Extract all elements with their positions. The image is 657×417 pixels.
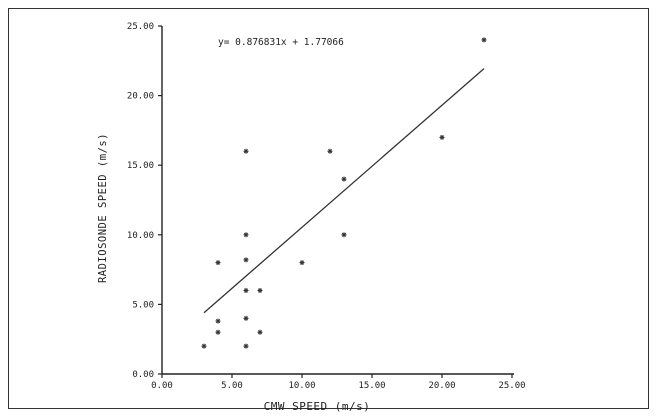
data-point	[243, 148, 249, 154]
data-point	[215, 260, 221, 266]
data-point	[341, 176, 347, 182]
x-tick-label: 15.00	[358, 381, 385, 391]
x-ticks: 0.00 5.00 10.00 15.00 20.00 25.00	[151, 374, 526, 391]
y-tick-label: 20.00	[127, 92, 154, 102]
y-axis-label: RADIOSONDE SPEED (m/s)	[97, 133, 109, 283]
x-tick-label: 5.00	[221, 381, 243, 391]
data-point	[257, 329, 263, 335]
data-point	[243, 232, 249, 238]
y-tick-label: 5.00	[132, 300, 154, 310]
data-points	[201, 37, 487, 349]
y-tick-label: 25.00	[127, 22, 154, 32]
data-point	[327, 148, 333, 154]
y-tick-label: 10.00	[127, 231, 154, 241]
x-tick-label: 10.00	[288, 381, 315, 391]
fit-line	[203, 68, 485, 314]
x-axis-label: CMW SPEED (m/s)	[264, 400, 371, 413]
data-point	[439, 134, 445, 140]
data-point	[481, 37, 487, 43]
data-point	[215, 329, 221, 335]
data-point	[243, 257, 249, 263]
x-tick-label: 0.00	[151, 381, 173, 391]
axes	[161, 26, 514, 375]
chart-frame	[8, 8, 649, 409]
x-tick-label: 25.00	[498, 381, 525, 391]
data-point	[201, 343, 207, 349]
data-point	[257, 287, 263, 293]
data-point	[299, 260, 305, 266]
data-point	[341, 232, 347, 238]
data-point	[243, 315, 249, 321]
data-point	[243, 343, 249, 349]
y-tick-label: 15.00	[127, 161, 154, 171]
x-tick-label: 20.00	[428, 381, 455, 391]
data-point	[215, 318, 221, 324]
y-tick-label: 0.00	[132, 370, 154, 380]
y-ticks: 0.00 5.00 10.00 15.00 20.00 25.00	[127, 22, 162, 380]
data-point	[243, 287, 249, 293]
regression-equation: y= 0.876831x + 1.77066	[218, 37, 344, 48]
regression-line	[203, 68, 485, 314]
